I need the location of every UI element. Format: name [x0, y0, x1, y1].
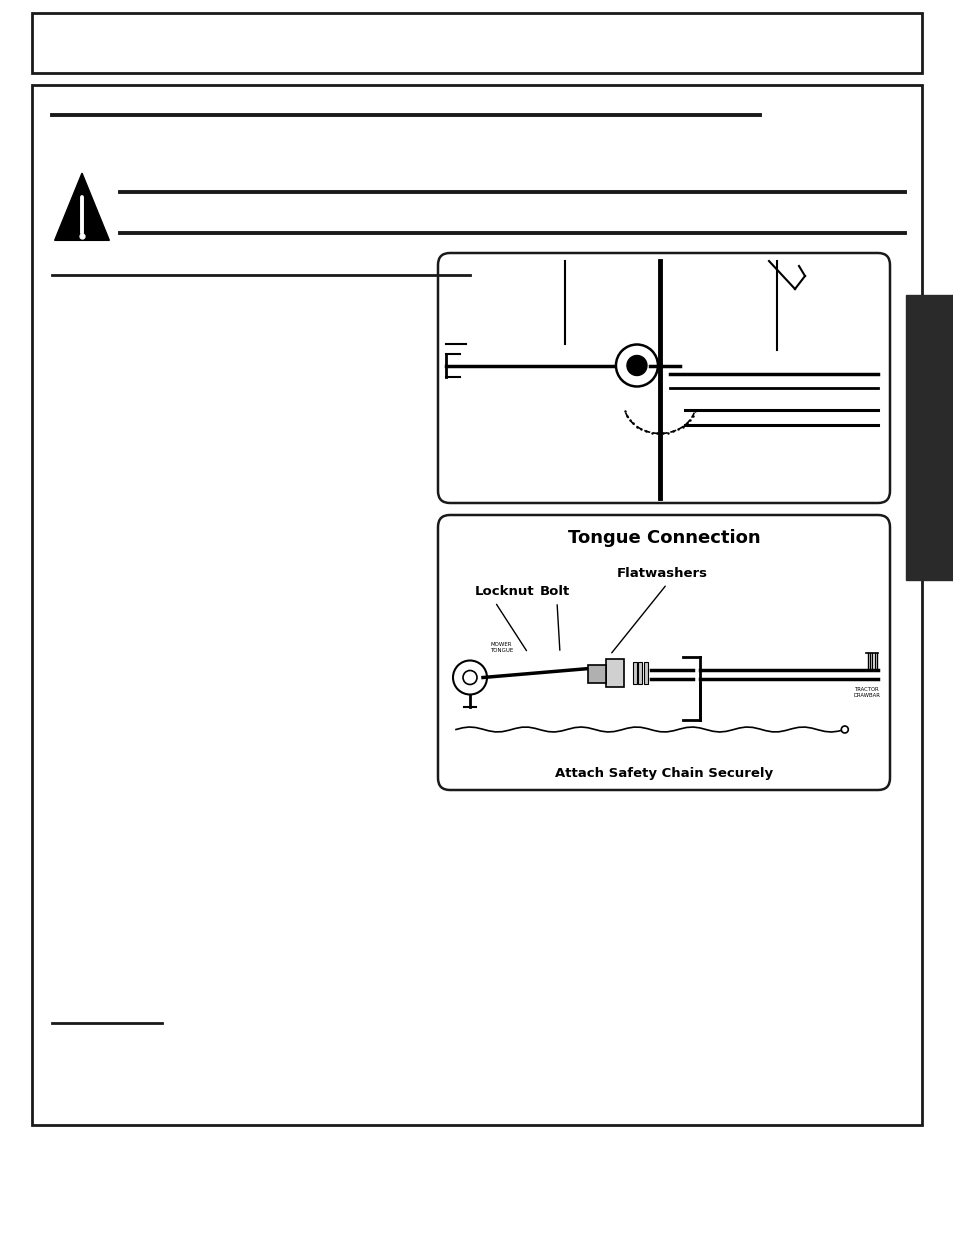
- FancyBboxPatch shape: [437, 515, 889, 790]
- Bar: [643, 662, 647, 684]
- Bar: [638, 662, 641, 684]
- Text: MOWER
TONGUE: MOWER TONGUE: [490, 642, 513, 652]
- FancyBboxPatch shape: [437, 253, 889, 503]
- Bar: [605, 658, 623, 687]
- Text: Bolt: Bolt: [539, 585, 570, 598]
- Text: Locknut: Locknut: [475, 585, 535, 598]
- Circle shape: [462, 671, 476, 684]
- Bar: [32, 85, 921, 1125]
- Polygon shape: [54, 173, 110, 241]
- Text: Flatwashers: Flatwashers: [616, 567, 707, 580]
- Bar: [905, 295, 953, 580]
- Circle shape: [616, 345, 658, 387]
- Circle shape: [626, 356, 646, 375]
- Bar: [587, 664, 605, 683]
- Bar: [32, 14, 921, 73]
- Text: Tongue Connection: Tongue Connection: [567, 529, 760, 547]
- Text: Attach Safety Chain Securely: Attach Safety Chain Securely: [555, 767, 772, 779]
- Circle shape: [453, 661, 486, 694]
- Text: TRACTOR
DRAWBAR: TRACTOR DRAWBAR: [852, 687, 879, 698]
- Circle shape: [841, 726, 847, 734]
- Bar: [632, 662, 637, 684]
